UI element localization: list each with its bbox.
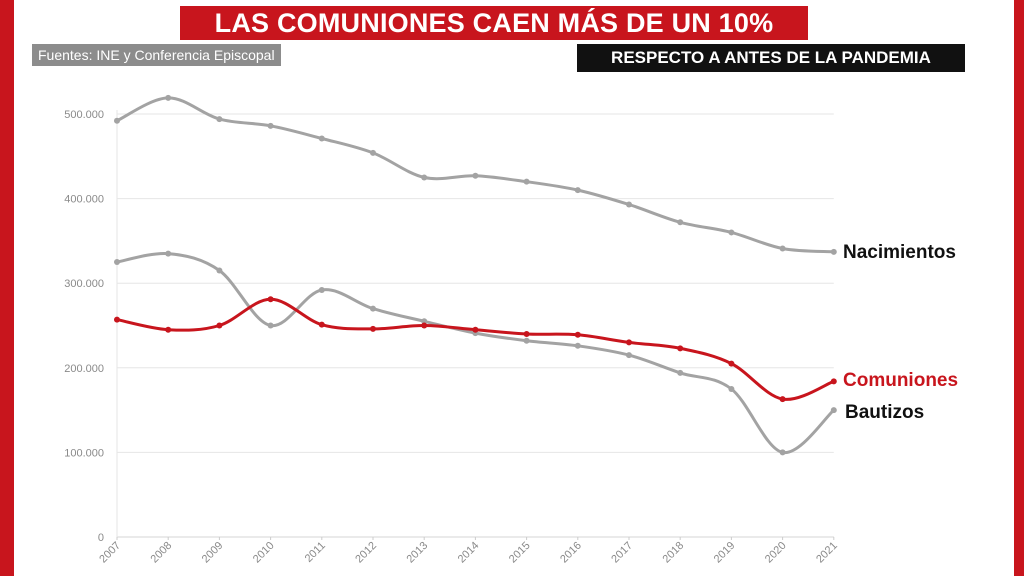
x-tick-label: 2014 — [456, 540, 482, 566]
data-point-nacimientos — [267, 122, 274, 129]
data-point-bautizos — [165, 250, 172, 257]
right-red-border — [1014, 0, 1024, 576]
data-point-comuniones — [318, 321, 325, 328]
data-point-comuniones — [370, 325, 376, 332]
data-point-nacimientos — [523, 178, 530, 185]
data-point-bautizos — [216, 267, 223, 274]
data-point-bautizos — [421, 318, 428, 325]
data-point-comuniones — [216, 322, 223, 329]
data-point-comuniones — [677, 345, 684, 352]
data-point-bautizos — [318, 286, 325, 293]
y-tick-label: 400.000 — [64, 194, 104, 206]
data-point-bautizos — [677, 369, 684, 376]
x-tick-label: 2011 — [303, 540, 328, 565]
series-labels: Nacimientos Comuniones Bautizos — [843, 242, 958, 423]
data-point-comuniones — [165, 326, 172, 333]
data-point-comuniones — [523, 330, 530, 337]
data-point-bautizos — [523, 337, 530, 344]
data-point-nacimientos — [626, 201, 632, 208]
x-tick-label: 2010 — [251, 540, 277, 566]
data-point-nacimientos — [318, 135, 325, 142]
x-tick-label: 2012 — [353, 540, 379, 566]
x-tick-label: 2021 — [814, 540, 840, 566]
data-point-bautizos — [267, 322, 274, 329]
series-label-comuniones: Comuniones — [843, 370, 958, 391]
data-point-nacimientos — [574, 187, 581, 194]
data-point-bautizos — [728, 385, 735, 392]
x-tick-label: 2015 — [507, 540, 533, 566]
data-point-nacimientos — [472, 172, 479, 179]
left-red-border — [0, 0, 14, 576]
chart-title: LAS COMUNIONES CAEN MÁS DE UN 10% — [180, 6, 808, 40]
data-point-comuniones — [626, 339, 632, 346]
data-point-nacimientos — [830, 248, 837, 255]
source-label: Fuentes: INE y Conferencia Episcopal — [32, 44, 281, 66]
data-point-bautizos — [830, 407, 837, 414]
data-point-comuniones — [267, 296, 274, 303]
y-tick-label: 0 — [98, 532, 104, 544]
data-point-bautizos — [114, 259, 120, 266]
data-point-comuniones — [421, 322, 428, 329]
data-point-nacimientos — [779, 245, 786, 252]
x-tick-label: 2017 — [609, 540, 635, 566]
x-tick-label: 2009 — [200, 540, 226, 566]
data-point-nacimientos — [677, 219, 684, 226]
data-point-nacimientos — [728, 229, 735, 236]
chart-subtitle: RESPECTO A ANTES DE LA PANDEMIA — [577, 44, 965, 72]
data-point-bautizos — [370, 305, 376, 312]
data-point-nacimientos — [114, 117, 120, 124]
data-point-nacimientos — [165, 94, 172, 101]
data-point-comuniones — [114, 316, 120, 323]
x-tick-label: 2018 — [661, 540, 687, 566]
data-point-nacimientos — [421, 174, 428, 181]
y-tick-label: 300.000 — [64, 278, 104, 290]
y-tick-label: 100.000 — [64, 447, 104, 459]
data-point-comuniones — [574, 331, 581, 338]
data-point-bautizos — [574, 342, 581, 349]
data-point-comuniones — [728, 360, 735, 367]
x-tick-label: 2019 — [712, 540, 738, 566]
data-point-comuniones — [830, 378, 837, 385]
data-point-nacimientos — [370, 149, 376, 156]
data-point-bautizos — [779, 449, 786, 456]
data-point-nacimientos — [216, 116, 223, 123]
series-label-bautizos: Bautizos — [845, 402, 924, 423]
series-lines — [114, 94, 837, 456]
x-tick-label: 2013 — [405, 540, 431, 566]
data-point-bautizos — [626, 352, 632, 359]
data-point-comuniones — [472, 326, 479, 333]
series-label-nacimientos: Nacimientos — [843, 242, 956, 263]
data-point-comuniones — [779, 396, 786, 403]
y-tick-label: 500.000 — [64, 109, 104, 121]
x-tick-label: 2008 — [149, 540, 175, 566]
x-tick-label: 2016 — [558, 540, 584, 566]
y-tick-label: 200.000 — [64, 363, 104, 375]
x-tick-label: 2020 — [763, 540, 789, 566]
